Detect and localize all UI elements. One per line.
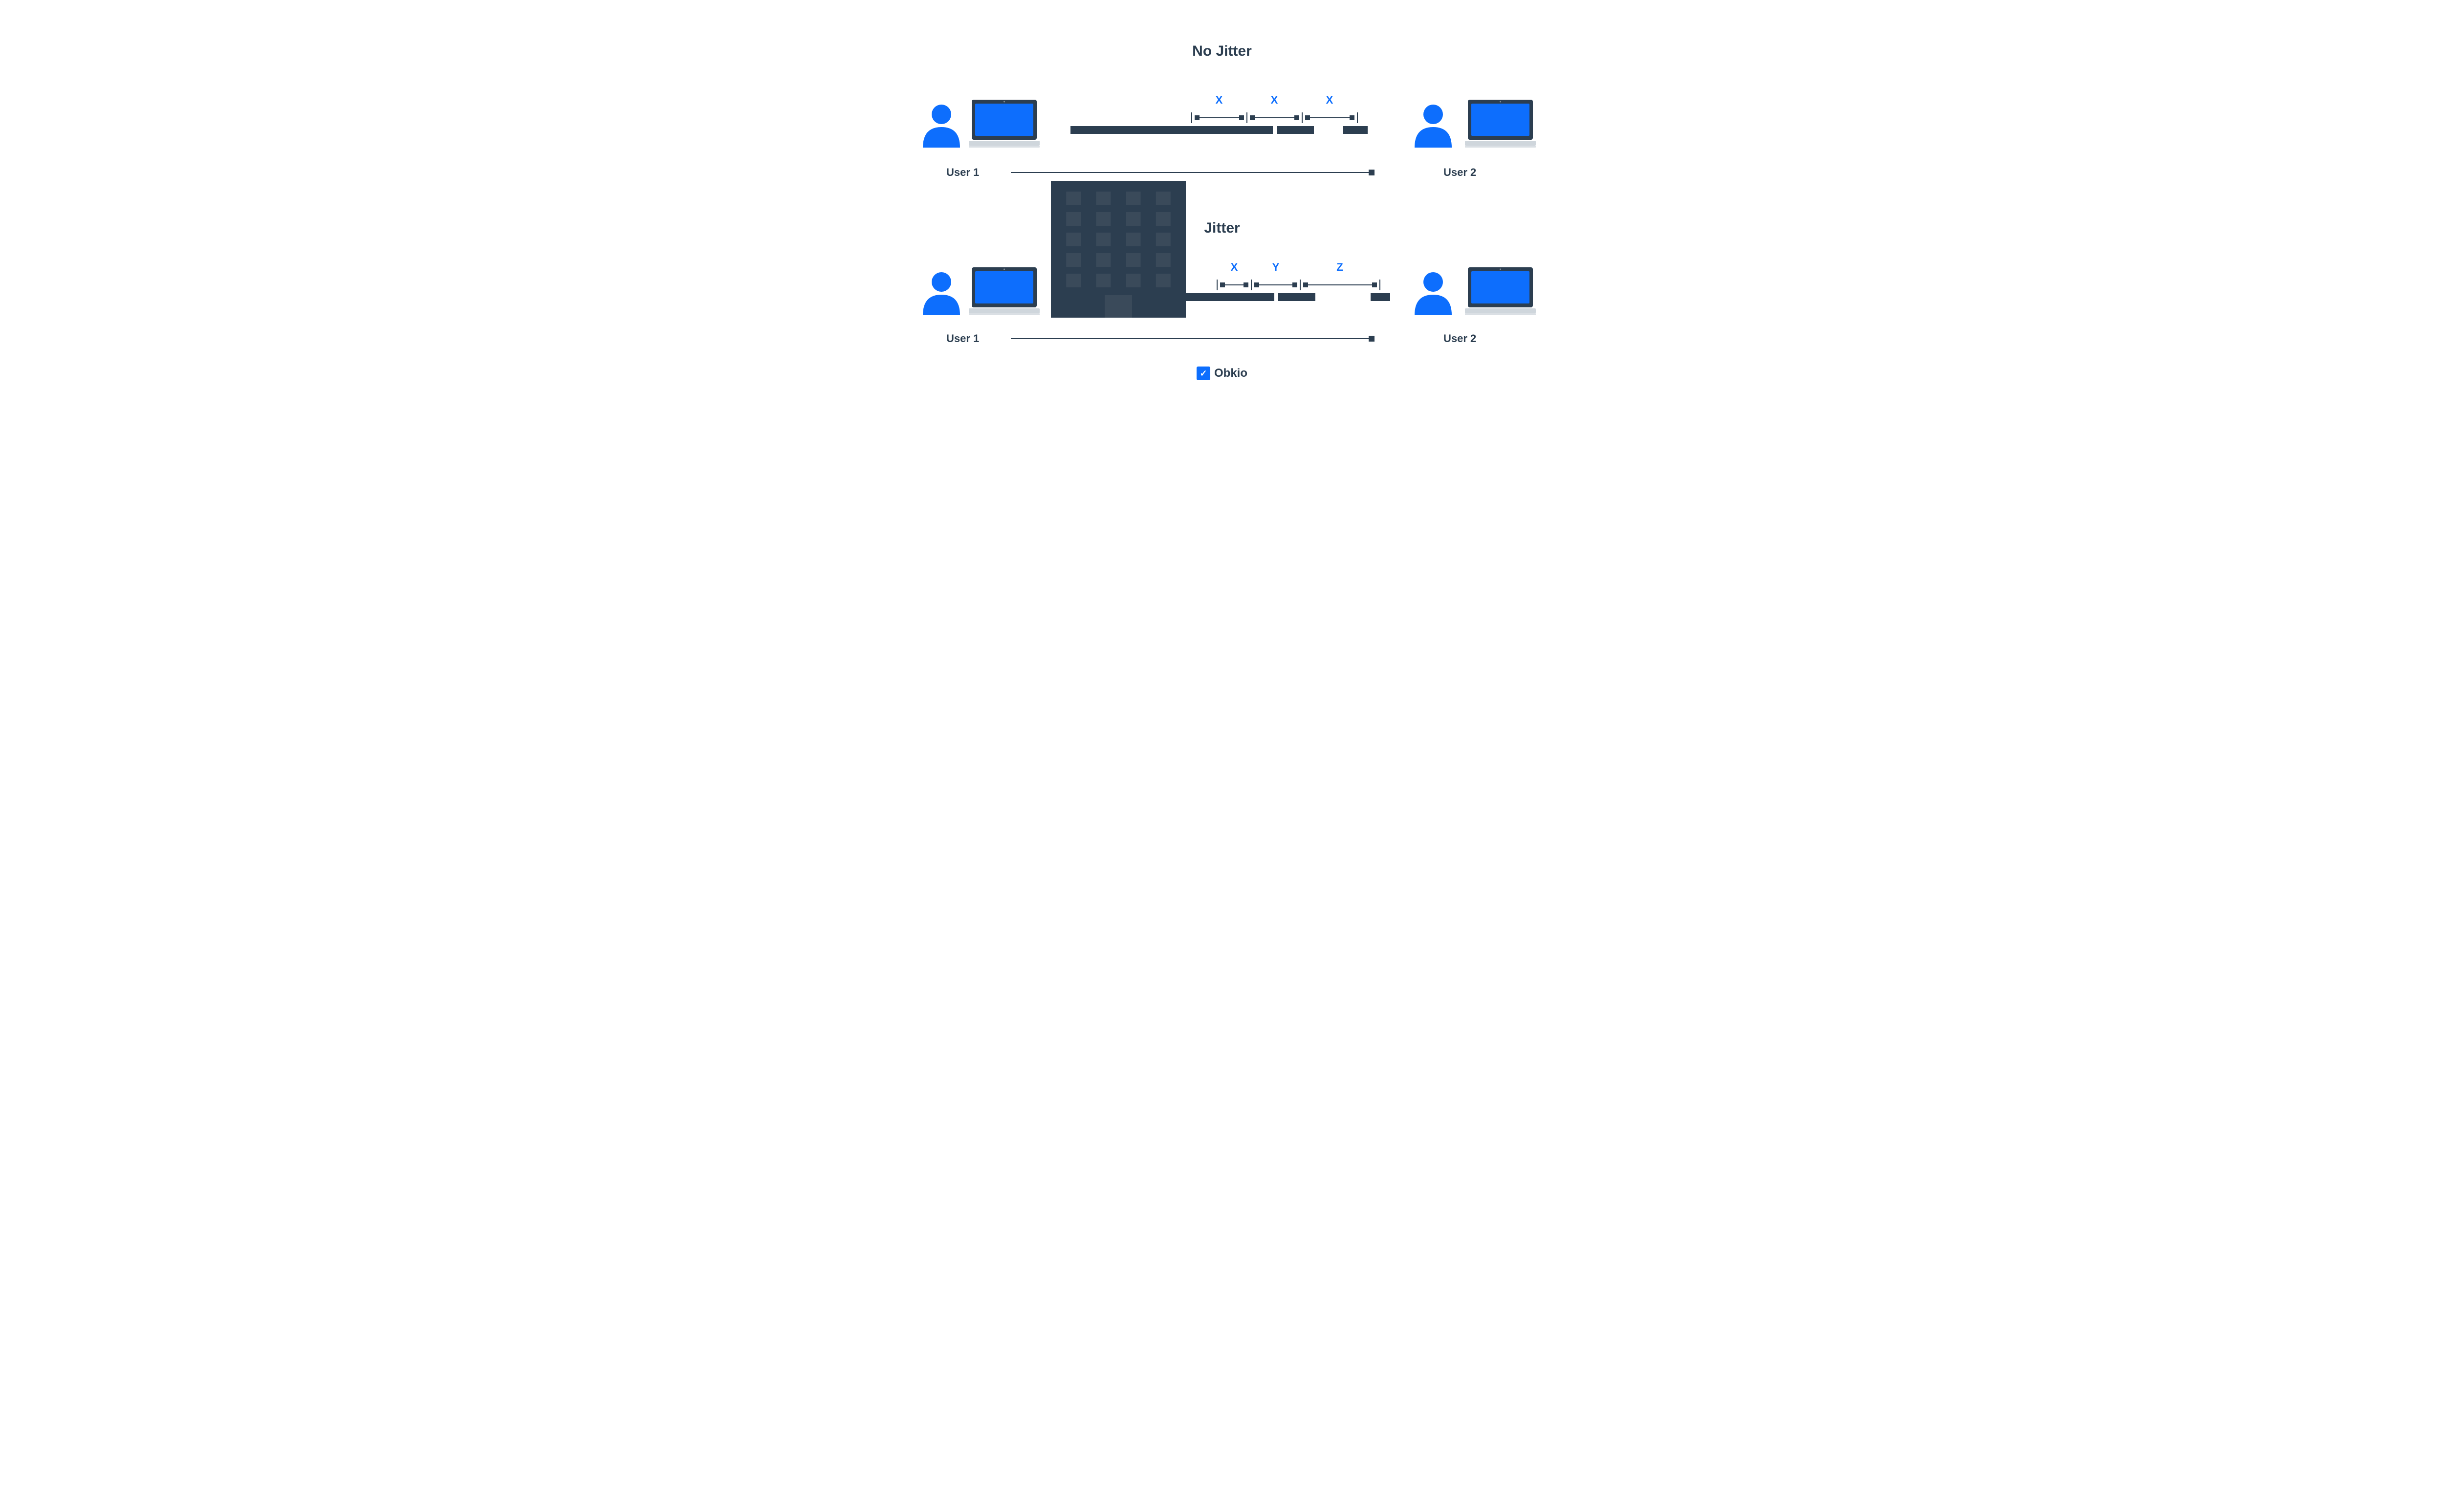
brand-logo-text: Obkio [1214, 367, 1247, 380]
baseline-endcap [1369, 170, 1375, 175]
interval-tick [1357, 112, 1358, 123]
baseline [1011, 172, 1370, 173]
packet [1371, 293, 1390, 301]
interval-tick [1251, 280, 1252, 290]
laptop-icon [969, 266, 1040, 315]
interval-label: X [1231, 261, 1238, 274]
laptop-icon [1465, 266, 1536, 315]
interval-label: Y [1272, 261, 1280, 274]
interval-tick [1300, 280, 1301, 290]
interval-tick [1246, 112, 1247, 123]
data-pipe [1186, 293, 1274, 301]
interval-endcap [1220, 282, 1225, 287]
interval-endcap [1254, 282, 1259, 287]
interval-line [1259, 284, 1292, 285]
user-label-left: User 1 [946, 166, 979, 179]
laptop-icon [1465, 99, 1536, 148]
interval-endcap [1244, 282, 1248, 287]
interval-line [1225, 284, 1244, 285]
interval-line [1310, 117, 1350, 118]
laptop-icon [969, 99, 1040, 148]
interval-label: X [1271, 94, 1278, 107]
user-avatar-icon [917, 99, 966, 148]
interval-tick [1379, 280, 1380, 290]
user-label-right: User 2 [1443, 166, 1476, 179]
interval-label: Z [1336, 261, 1343, 274]
interval-endcap [1305, 115, 1310, 120]
user-avatar-icon [1409, 266, 1458, 315]
brand-logo: ✓ Obkio [1197, 367, 1247, 380]
interval-tick [1302, 112, 1303, 123]
interval-endcap [1239, 115, 1244, 120]
interval-tick [1191, 112, 1192, 123]
interval-endcap [1303, 282, 1308, 287]
interval-endcap [1372, 282, 1377, 287]
title-jitter: Jitter [1204, 220, 1240, 237]
building-icon [1051, 181, 1186, 318]
packet [1343, 126, 1368, 134]
user-avatar-icon [917, 266, 966, 315]
interval-line [1200, 117, 1239, 118]
interval-line [1255, 117, 1294, 118]
interval-tick [1217, 280, 1218, 290]
interval-label: X [1326, 94, 1333, 107]
brand-logo-mark: ✓ [1197, 367, 1210, 380]
packet [1277, 126, 1314, 134]
title-no-jitter: No Jitter [1192, 43, 1252, 60]
interval-endcap [1250, 115, 1255, 120]
data-pipe [1070, 126, 1273, 134]
interval-endcap [1292, 282, 1297, 287]
baseline-endcap [1369, 336, 1375, 342]
packet [1278, 293, 1315, 301]
interval-endcap [1350, 115, 1354, 120]
user-avatar-icon [1409, 99, 1458, 148]
user-label-right: User 2 [1443, 332, 1476, 345]
baseline [1011, 338, 1370, 339]
interval-label: X [1216, 94, 1223, 107]
user-label-left: User 1 [946, 332, 979, 345]
interval-line [1308, 284, 1372, 285]
interval-endcap [1294, 115, 1299, 120]
interval-endcap [1195, 115, 1200, 120]
